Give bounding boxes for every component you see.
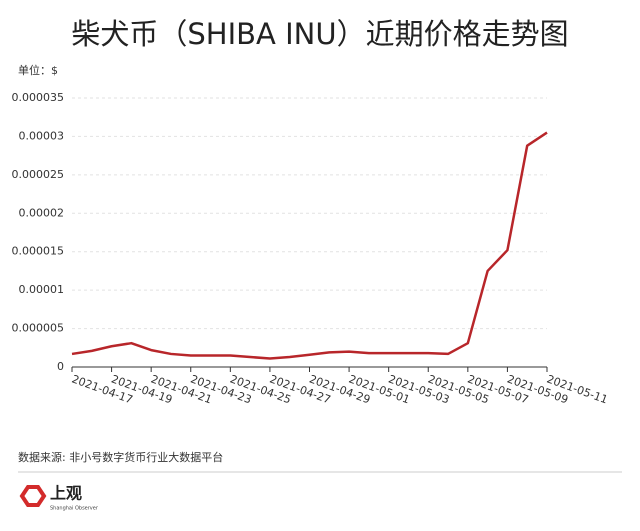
y-tick-label: 0.00002 xyxy=(19,206,65,219)
y-tick-label: 0.000015 xyxy=(12,245,65,258)
y-tick-label: 0.00003 xyxy=(19,129,65,142)
logo-icon xyxy=(19,485,47,507)
y-tick-label: 0.00001 xyxy=(19,283,65,296)
price-line xyxy=(71,131,548,360)
unit-label: 单位：$ xyxy=(18,63,58,77)
y-tick-label: 0.000025 xyxy=(12,168,65,181)
y-tick-label: 0 xyxy=(57,360,64,373)
source: 数据来源: 非小号数字货币行业大数据平台 xyxy=(18,450,223,464)
chart-title: 柴犬币（SHIBA INU）近期价格走势图 xyxy=(71,17,568,51)
y-tick-label: 0.000035 xyxy=(12,91,65,104)
logo-name: 上观 xyxy=(50,484,82,503)
y-tick-label: 0.000005 xyxy=(12,322,65,335)
logo-subtitle: Shanghai Observer xyxy=(50,506,99,512)
